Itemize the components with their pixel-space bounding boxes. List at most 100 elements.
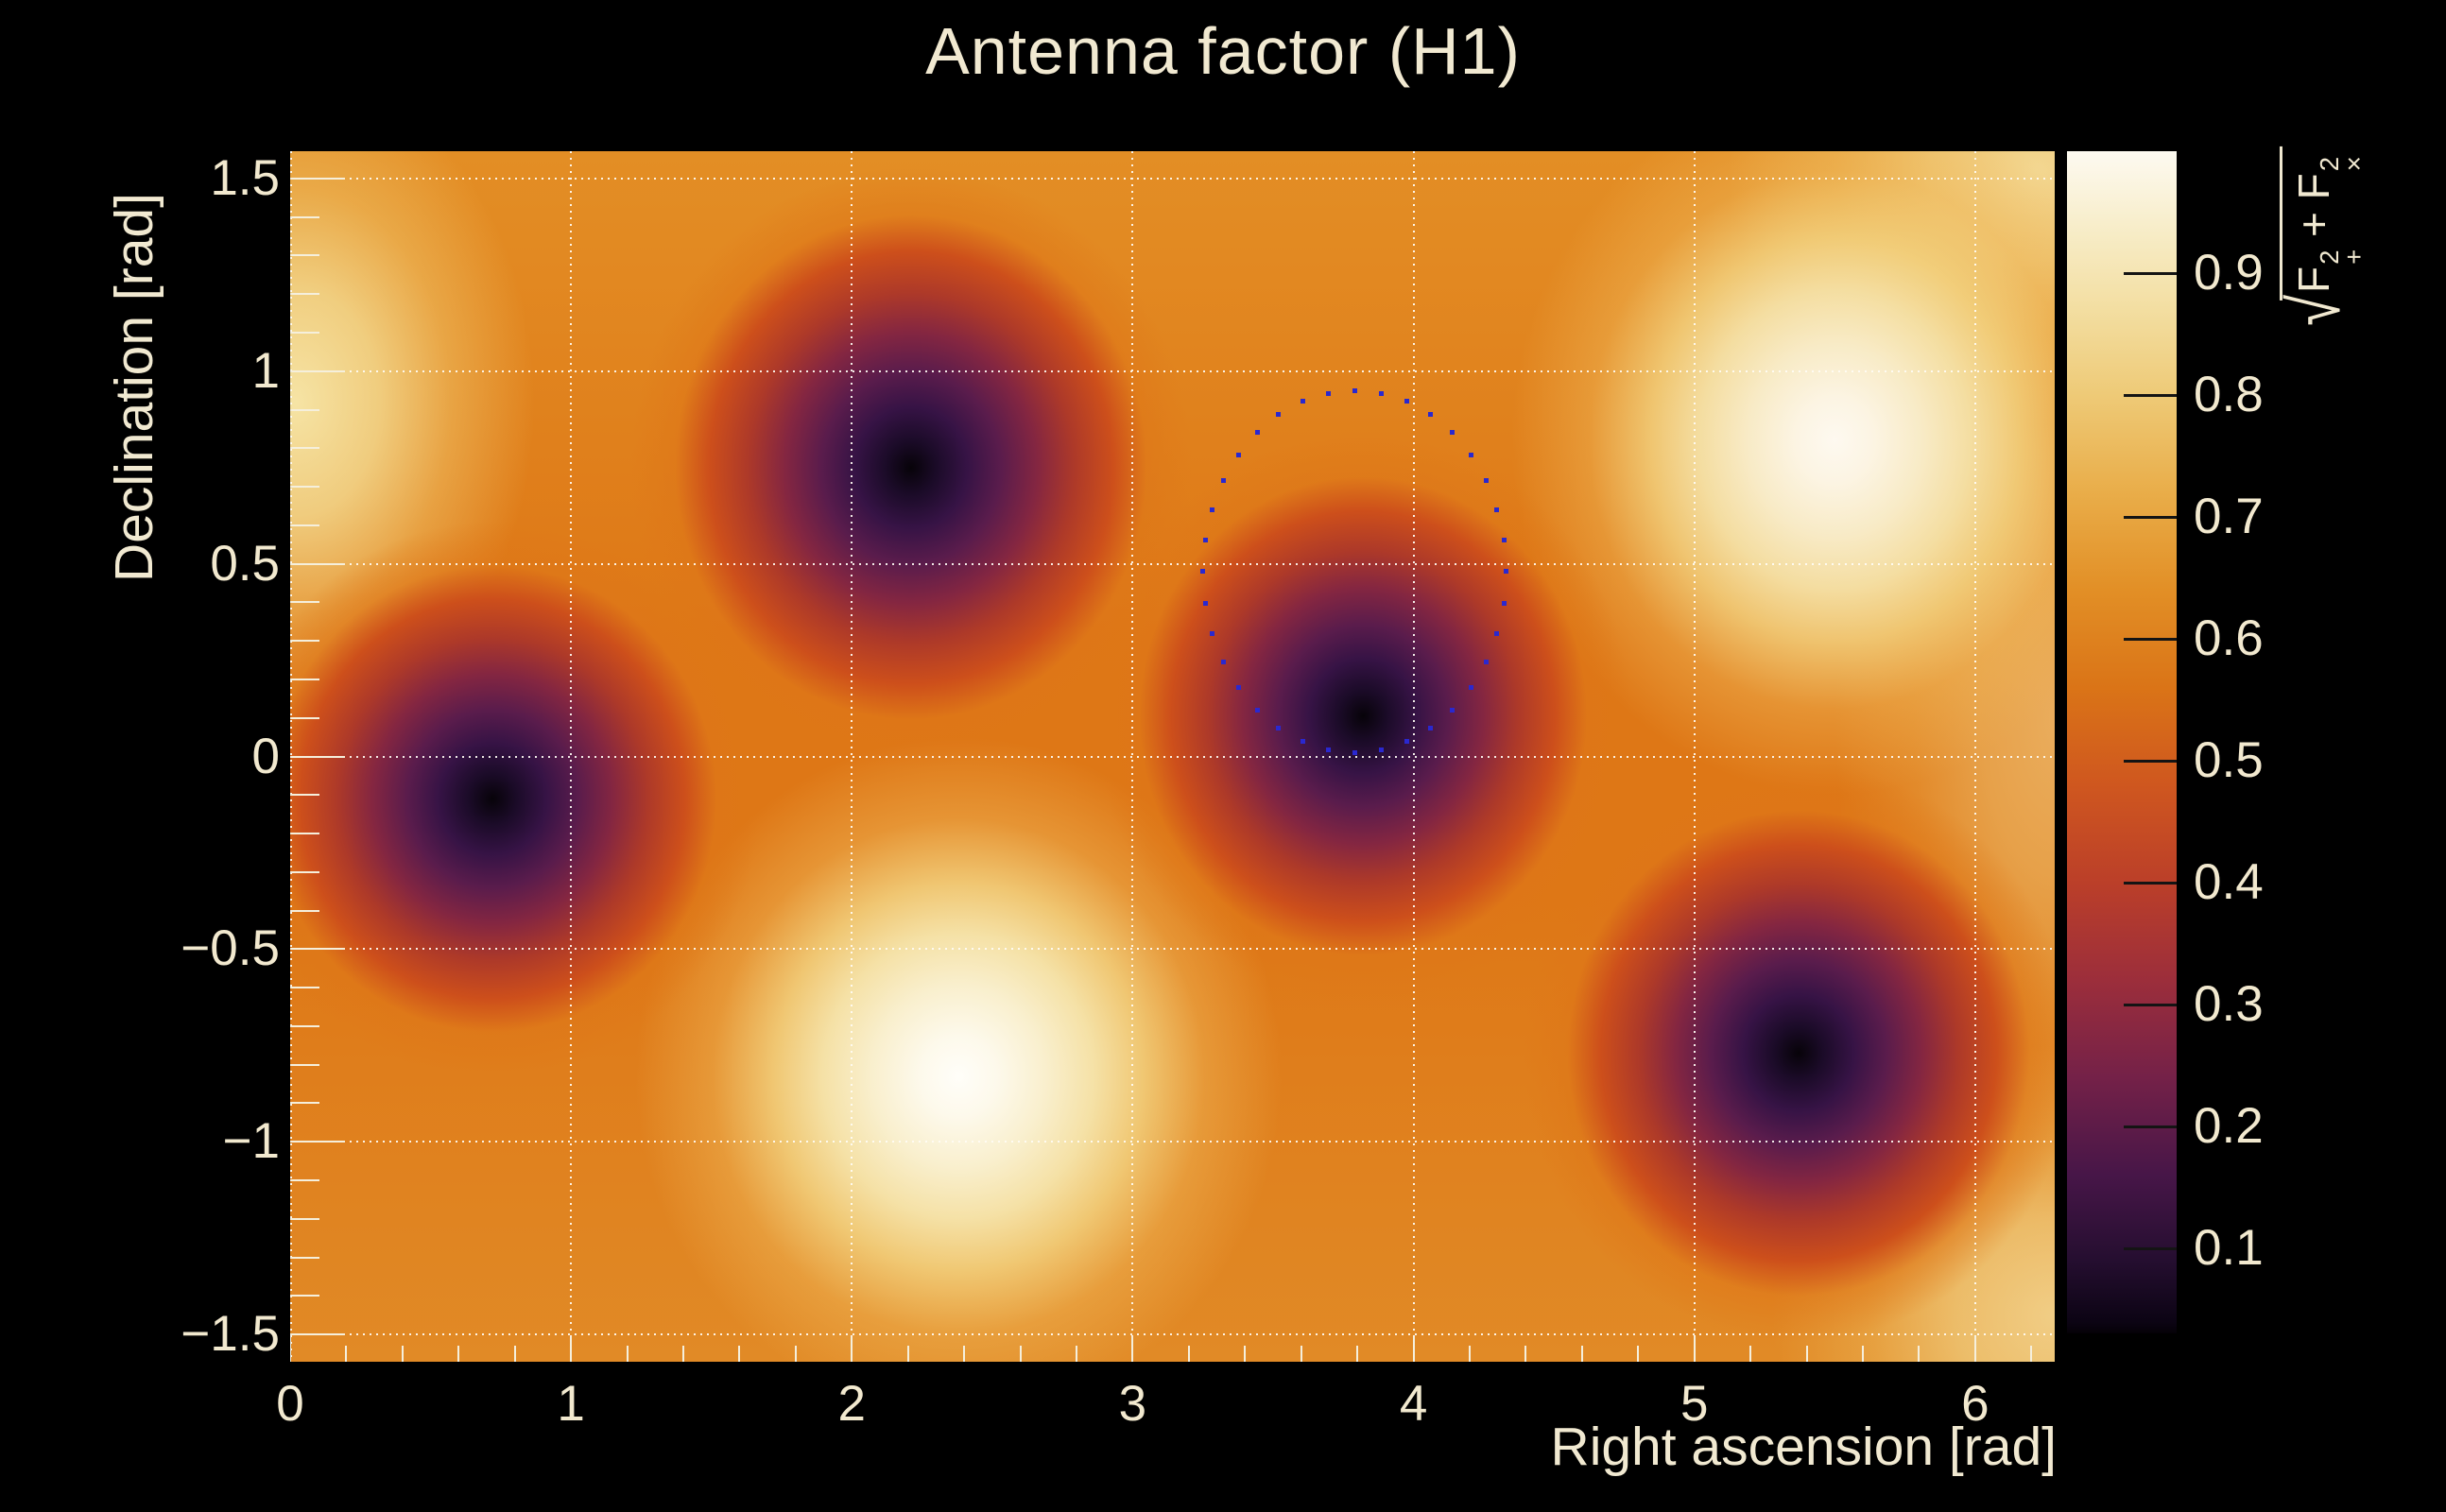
y-minor-tick xyxy=(290,331,319,334)
y-minor-tick xyxy=(290,716,319,719)
colorbar-tick xyxy=(2124,637,2177,641)
y-minor-tick xyxy=(290,1179,319,1182)
x-minor-tick xyxy=(1524,1346,1527,1362)
y-minor-tick xyxy=(290,215,319,218)
x-minor-tick xyxy=(1187,1346,1190,1362)
x-minor-tick xyxy=(794,1346,797,1362)
x-minor-tick xyxy=(1580,1346,1583,1362)
colorbar-tick-label: 0.2 xyxy=(2194,1097,2264,1154)
circle-marker xyxy=(1300,399,1305,404)
grid-line-x xyxy=(1693,151,1696,1362)
colorbar-tick xyxy=(2124,1125,2177,1128)
circle-marker xyxy=(1468,685,1473,691)
x-major-tick xyxy=(1693,1336,1696,1362)
y-major-tick xyxy=(290,562,345,565)
colorbar-tick xyxy=(2124,515,2177,519)
x-minor-tick xyxy=(2030,1346,2033,1362)
grid-line-y xyxy=(290,948,2055,951)
y-tick-label: −1 xyxy=(222,1113,280,1170)
circle-marker xyxy=(1254,430,1260,436)
grid-line-y xyxy=(290,562,2055,565)
grid-line-y xyxy=(290,369,2055,372)
y-minor-tick xyxy=(290,486,319,489)
circle-marker xyxy=(1254,708,1260,713)
circle-marker xyxy=(1404,739,1409,745)
f-cross-scripts: 2 × xyxy=(2315,156,2368,172)
x-minor-tick xyxy=(1075,1346,1077,1362)
x-tick-label: 1 xyxy=(557,1376,585,1432)
y-minor-tick xyxy=(290,794,319,797)
grid-line-x xyxy=(851,151,853,1362)
colorbar-tick xyxy=(2124,1246,2177,1250)
y-minor-tick xyxy=(290,254,319,257)
circle-marker xyxy=(1300,739,1305,745)
colorbar-tick-label: 0.1 xyxy=(2194,1219,2264,1276)
circle-marker xyxy=(1501,537,1507,542)
colorbar-tick xyxy=(2124,1003,2177,1006)
circle-marker xyxy=(1404,399,1409,404)
circle-marker xyxy=(1220,660,1226,665)
colorbar-tick-label: 0.3 xyxy=(2194,975,2264,1032)
colorbar-tick xyxy=(2124,393,2177,397)
circle-marker xyxy=(1468,453,1473,458)
plus-operator: + xyxy=(2288,212,2338,237)
circle-marker xyxy=(1494,507,1500,512)
y-major-tick xyxy=(290,177,345,180)
circle-marker xyxy=(1235,453,1241,458)
colorbar-gradient xyxy=(2067,151,2177,1333)
x-minor-tick xyxy=(1805,1346,1808,1362)
x-tick-label: 6 xyxy=(1961,1376,1990,1432)
colorbar-tick xyxy=(2124,759,2177,763)
subscript-cross: × xyxy=(2338,156,2368,172)
circle-marker xyxy=(1427,726,1433,731)
x-major-tick xyxy=(851,1336,853,1362)
x-minor-tick xyxy=(345,1346,348,1362)
circle-marker xyxy=(1378,390,1384,396)
colorbar-tick-label: 0.9 xyxy=(2194,244,2264,301)
y-minor-tick xyxy=(290,293,319,296)
y-minor-tick xyxy=(290,1295,319,1297)
circle-marker xyxy=(1276,726,1282,731)
circle-marker xyxy=(1378,747,1384,752)
circle-marker xyxy=(1325,390,1331,396)
plot-title: Antenna factor (H1) xyxy=(925,14,1521,88)
x-major-tick xyxy=(1412,1336,1415,1362)
x-tick-label: 2 xyxy=(837,1376,867,1432)
y-minor-tick xyxy=(290,833,319,835)
grid-line-x xyxy=(570,151,573,1362)
y-minor-tick xyxy=(290,1024,319,1027)
x-minor-tick xyxy=(738,1346,741,1362)
x-axis-title: Right ascension [rad] xyxy=(1550,1417,2057,1477)
x-major-tick xyxy=(570,1336,573,1362)
colorbar xyxy=(2067,151,2177,1333)
x-tick-label: 5 xyxy=(1679,1376,1709,1432)
circle-marker xyxy=(1209,507,1214,512)
y-tick-label: −0.5 xyxy=(181,920,280,977)
y-minor-tick xyxy=(290,601,319,604)
circle-marker xyxy=(1501,600,1507,606)
y-tick-label: 0.5 xyxy=(210,535,280,592)
circle-marker xyxy=(1276,412,1282,418)
colorbar-tick-label: 0.5 xyxy=(2194,731,2264,788)
x-minor-tick xyxy=(457,1346,460,1362)
colorbar-tick-label: 0.8 xyxy=(2194,366,2264,422)
y-minor-tick xyxy=(290,1217,319,1220)
circle-marker xyxy=(1494,630,1500,636)
y-tick-label: −1.5 xyxy=(181,1306,280,1363)
circle-marker xyxy=(1209,630,1214,636)
x-minor-tick xyxy=(1637,1346,1640,1362)
f-cross-symbol: F xyxy=(2288,173,2338,200)
circle-marker xyxy=(1202,600,1208,606)
colorbar-tick xyxy=(2124,881,2177,885)
y-minor-tick xyxy=(290,524,319,526)
x-minor-tick xyxy=(626,1346,629,1362)
circle-marker xyxy=(1449,708,1455,713)
x-minor-tick xyxy=(1468,1346,1471,1362)
x-minor-tick xyxy=(1300,1346,1302,1362)
x-minor-tick xyxy=(401,1346,404,1362)
x-minor-tick xyxy=(1356,1346,1359,1362)
circle-marker xyxy=(1449,430,1455,436)
y-minor-tick xyxy=(290,1063,319,1066)
circle-marker xyxy=(1504,569,1509,575)
x-major-tick xyxy=(1973,1336,1976,1362)
